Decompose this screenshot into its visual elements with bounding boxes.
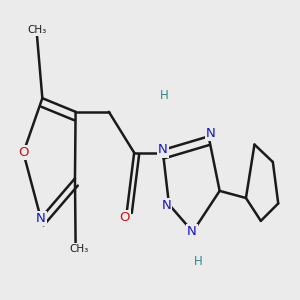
Text: CH₃: CH₃ — [69, 244, 88, 254]
Text: H: H — [160, 89, 169, 102]
Text: H: H — [194, 255, 203, 268]
Text: N: N — [206, 127, 216, 140]
Text: N: N — [162, 199, 171, 212]
Text: CH₃: CH₃ — [27, 25, 46, 35]
Text: N: N — [158, 143, 167, 157]
Text: N: N — [36, 212, 46, 225]
Text: O: O — [119, 211, 130, 224]
Text: O: O — [18, 146, 28, 159]
Text: N: N — [187, 225, 197, 238]
